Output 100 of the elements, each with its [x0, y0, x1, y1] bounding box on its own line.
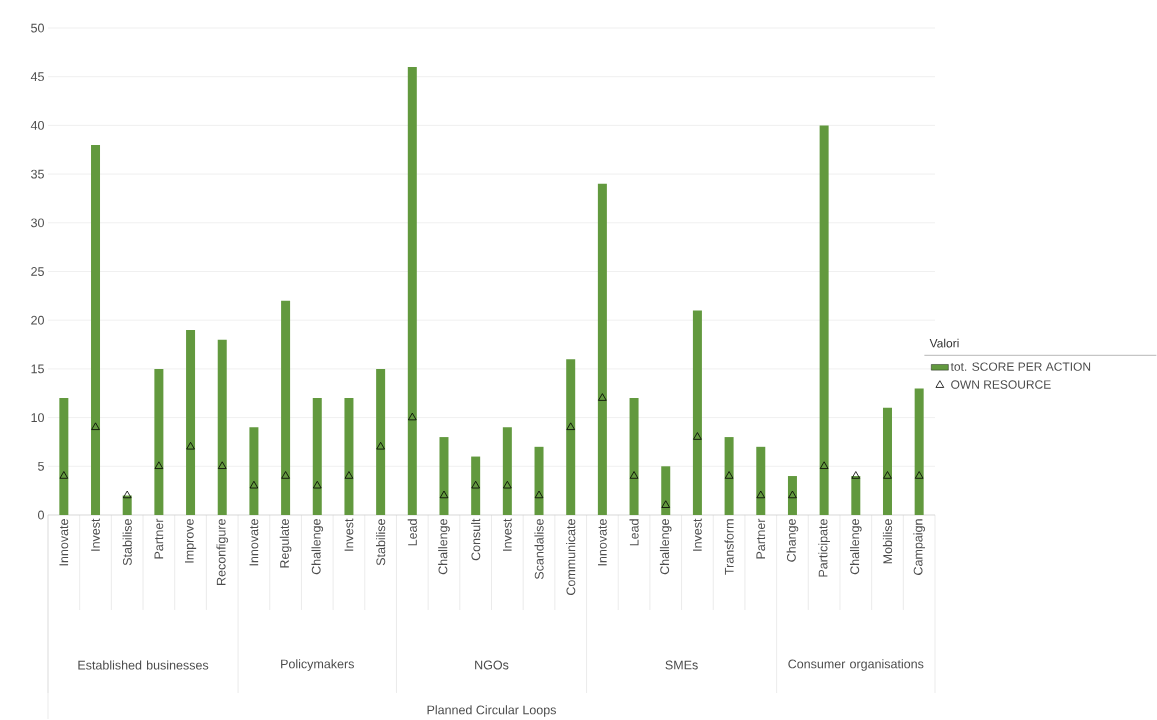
point — [914, 471, 924, 479]
point — [851, 471, 861, 479]
x-tick-label: Innovate — [598, 519, 607, 566]
point — [819, 461, 829, 469]
bar — [756, 446, 766, 515]
point — [693, 432, 702, 440]
x-tick-label: Challenge — [659, 519, 672, 575]
x-tick-label: Improve — [184, 519, 197, 563]
text: Established businesses — [78, 660, 209, 670]
text: NGOs — [475, 660, 509, 670]
point — [598, 393, 607, 401]
x-tick-label: Invest — [344, 518, 354, 551]
x-tick-label: Consult — [471, 518, 481, 561]
point — [439, 490, 449, 499]
y-tick-label: 25 — [31, 267, 44, 276]
x-tick-label: Lead — [407, 519, 417, 546]
x-tick-label: Challenge — [438, 519, 450, 575]
bar — [217, 339, 227, 515]
text: Policymakers — [281, 659, 354, 671]
point — [788, 490, 797, 499]
point — [281, 471, 290, 479]
bar — [692, 310, 702, 515]
x-tick-label: Invest — [91, 518, 100, 551]
x-tick-label: Innovate — [59, 519, 69, 566]
point — [756, 490, 766, 499]
bar — [629, 398, 639, 515]
point — [249, 480, 259, 489]
text: SMEs — [665, 660, 698, 670]
x-tick-label: Campaign — [913, 519, 925, 575]
x-tick-label: Challenge — [311, 519, 324, 575]
x-tick-label: Partner — [154, 518, 164, 559]
x-tick-label: Regulate — [279, 519, 292, 568]
y-tick-label: 30 — [31, 218, 44, 228]
x-tick-label: Scandalise — [534, 519, 544, 580]
y-tick-label: 50 — [31, 23, 44, 33]
bar — [597, 183, 607, 515]
point — [629, 471, 639, 479]
legend-label: tot. SCORE PER ACTION — [950, 362, 1091, 371]
x-tick-label: Change — [786, 519, 799, 562]
y-tick-label: 10 — [31, 413, 44, 422]
point — [186, 441, 195, 450]
bar — [281, 300, 291, 515]
bar — [154, 368, 164, 515]
bar — [376, 368, 386, 515]
bar — [851, 475, 861, 515]
x-tick-label: Stabilise — [376, 519, 386, 566]
x-tick-label: Partner — [756, 518, 766, 559]
bar — [91, 144, 101, 515]
bar — [186, 329, 196, 515]
point — [724, 471, 734, 479]
point — [344, 471, 354, 479]
x-tick-label: Challenge — [849, 519, 862, 575]
x-tick-label: Invest — [502, 518, 512, 551]
x-tick-label: Communicate — [566, 519, 576, 595]
bar — [471, 456, 481, 515]
point — [91, 422, 100, 430]
x-tick-label: Reconfigure — [216, 519, 229, 585]
bar — [819, 125, 829, 515]
point — [122, 490, 132, 499]
bar — [661, 466, 671, 515]
bar — [787, 475, 797, 515]
bar — [312, 398, 322, 515]
point — [59, 471, 69, 479]
point — [566, 422, 575, 430]
point — [154, 461, 164, 469]
bar — [407, 66, 417, 515]
bar — [502, 427, 512, 515]
y-tick-label: 40 — [30, 120, 44, 130]
bar — [59, 398, 69, 515]
bar — [344, 398, 354, 515]
x-tick-label: Stabilise — [122, 519, 132, 566]
x-tick-label: Participate — [818, 519, 830, 577]
bar — [122, 495, 132, 515]
bar — [914, 388, 924, 515]
y-tick-label: 20 — [31, 315, 44, 325]
point — [661, 500, 671, 508]
text: Planned Circular Loops — [427, 705, 556, 717]
x-tick-label: Mobilise — [882, 519, 893, 564]
y-tick-label: 15 — [31, 364, 44, 374]
bar — [439, 437, 449, 515]
x-tick-label: Invest — [693, 518, 702, 551]
x-tick-label: Transform — [724, 519, 734, 575]
y-tick-label: 35 — [31, 169, 44, 179]
bar — [566, 359, 576, 515]
legend-title: Valori — [929, 338, 959, 348]
bar — [724, 437, 734, 515]
point — [503, 480, 512, 489]
y-tick-label: 0 — [38, 510, 44, 520]
point — [408, 412, 417, 421]
bar — [534, 446, 544, 515]
bar — [882, 407, 892, 515]
y-tick-label: 45 — [30, 72, 44, 81]
text: Consumer organisations — [788, 659, 924, 671]
point — [312, 480, 322, 489]
point — [376, 441, 385, 450]
point — [534, 490, 544, 499]
y-tick-label: 5 — [38, 461, 44, 471]
point — [471, 480, 480, 489]
point — [883, 471, 892, 479]
bar — [249, 427, 259, 515]
